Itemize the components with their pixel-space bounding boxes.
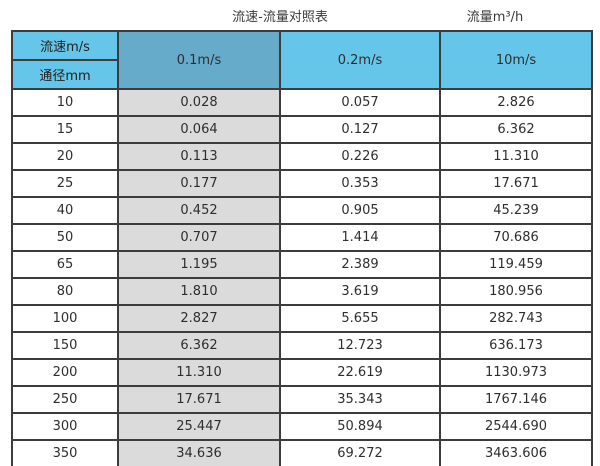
- flow-value-cell: 2.389: [279, 250, 441, 279]
- table-row: 65 1.195 2.389 119.459: [11, 250, 593, 279]
- flow-value-cell: 6.362: [117, 331, 281, 360]
- table-row: 10 0.028 0.057 2.826: [11, 88, 593, 117]
- flow-value-cell: 2.826: [439, 88, 593, 117]
- table-body: 10 0.028 0.057 2.826 15 0.064 0.127 6.362 20 0.11…: [11, 88, 593, 466]
- flow-value-cell: 12.723: [279, 331, 441, 360]
- flow-value-cell: 0.177: [117, 169, 281, 198]
- velocity-axis-label: 流速m/s: [13, 32, 117, 61]
- table-row: 350 34.636 69.272 3463.606: [11, 439, 593, 466]
- flow-unit-label: 流量m³/h: [466, 10, 524, 25]
- flow-value-cell: 0.127: [279, 115, 441, 144]
- diameter-cell: 350: [11, 439, 119, 466]
- flow-value-cell: 1.195: [117, 250, 281, 279]
- table-row: 200 11.310 22.619 1130.973: [11, 358, 593, 387]
- flow-value-cell: 0.028: [117, 88, 281, 117]
- flow-value-cell: 0.707: [117, 223, 281, 252]
- flow-value-cell: 17.671: [439, 169, 593, 198]
- flow-value-cell: 1767.146: [439, 385, 593, 414]
- diameter-cell: 65: [11, 250, 119, 279]
- flow-value-cell: 282.743: [439, 304, 593, 333]
- flow-value-cell: 34.636: [117, 439, 281, 466]
- column-header-velocity-0-2: 0.2m/s: [279, 30, 441, 90]
- header-row: 流速m/s 通径mm 0.1m/s 0.2m/s 10m/s: [11, 30, 593, 90]
- table-row: 20 0.113 0.226 11.310: [11, 142, 593, 171]
- table-title: 流速-流量对照表: [232, 10, 328, 25]
- diameter-cell: 50: [11, 223, 119, 252]
- flow-value-cell: 0.113: [117, 142, 281, 171]
- diameter-axis-label: 通径mm: [39, 69, 91, 84]
- table-row: 300 25.447 50.894 2544.690: [11, 412, 593, 441]
- flow-value-cell: 1130.973: [439, 358, 593, 387]
- table-row: 150 6.362 12.723 636.173: [11, 331, 593, 360]
- table-row: 25 0.177 0.353 17.671: [11, 169, 593, 198]
- flow-value-cell: 180.956: [439, 277, 593, 306]
- flow-value-cell: 3.619: [279, 277, 441, 306]
- table-row: 80 1.810 3.619 180.956: [11, 277, 593, 306]
- flow-value-cell: 0.452: [117, 196, 281, 225]
- flow-value-cell: 69.272: [279, 439, 441, 466]
- flow-value-cell: 1.414: [279, 223, 441, 252]
- flow-value-cell: 11.310: [117, 358, 281, 387]
- flow-value-cell: 5.655: [279, 304, 441, 333]
- diameter-cell: 150: [11, 331, 119, 360]
- diameter-cell: 80: [11, 277, 119, 306]
- title-bar: 流速-流量对照表 流量m³/h: [0, 0, 600, 30]
- flow-value-cell: 1.810: [117, 277, 281, 306]
- flow-value-cell: 45.239: [439, 196, 593, 225]
- diameter-cell: 10: [11, 88, 119, 117]
- corner-header-inner: 流速m/s 通径mm: [13, 32, 117, 88]
- flow-value-cell: 11.310: [439, 142, 593, 171]
- flow-value-cell: 0.057: [279, 88, 441, 117]
- diameter-cell: 200: [11, 358, 119, 387]
- flow-value-cell: 70.686: [439, 223, 593, 252]
- flow-value-cell: 17.671: [117, 385, 281, 414]
- flow-value-cell: 2544.690: [439, 412, 593, 441]
- column-header-velocity-10: 10m/s: [439, 30, 593, 90]
- flow-value-cell: 0.064: [117, 115, 281, 144]
- diameter-cell: 40: [11, 196, 119, 225]
- diameter-cell: 300: [11, 412, 119, 441]
- table-row: 100 2.827 5.655 282.743: [11, 304, 593, 333]
- flow-value-cell: 3463.606: [439, 439, 593, 466]
- diameter-cell: 15: [11, 115, 119, 144]
- column-header-velocity-0-1: 0.1m/s: [117, 30, 281, 90]
- diameter-cell: 100: [11, 304, 119, 333]
- table-row: 40 0.452 0.905 45.239: [11, 196, 593, 225]
- flow-value-cell: 0.353: [279, 169, 441, 198]
- table-row: 50 0.707 1.414 70.686: [11, 223, 593, 252]
- corner-header-cell: 流速m/s 通径mm: [11, 30, 119, 90]
- flow-value-cell: 0.226: [279, 142, 441, 171]
- flow-rate-table: 流速m/s 通径mm 0.1m/s 0.2m/s 10m/s 10 0.028 0.…: [11, 30, 593, 466]
- flow-value-cell: 2.827: [117, 304, 281, 333]
- flow-value-cell: 25.447: [117, 412, 281, 441]
- flow-value-cell: 119.459: [439, 250, 593, 279]
- table-row: 250 17.671 35.343 1767.146: [11, 385, 593, 414]
- flow-value-cell: 636.173: [439, 331, 593, 360]
- flow-value-cell: 35.343: [279, 385, 441, 414]
- flow-value-cell: 22.619: [279, 358, 441, 387]
- table-row: 15 0.064 0.127 6.362: [11, 115, 593, 144]
- flow-value-cell: 0.905: [279, 196, 441, 225]
- flow-value-cell: 50.894: [279, 412, 441, 441]
- diameter-cell: 250: [11, 385, 119, 414]
- diameter-cell: 20: [11, 142, 119, 171]
- table-header: 流速m/s 通径mm 0.1m/s 0.2m/s 10m/s: [11, 30, 593, 90]
- flow-value-cell: 6.362: [439, 115, 593, 144]
- diameter-cell: 25: [11, 169, 119, 198]
